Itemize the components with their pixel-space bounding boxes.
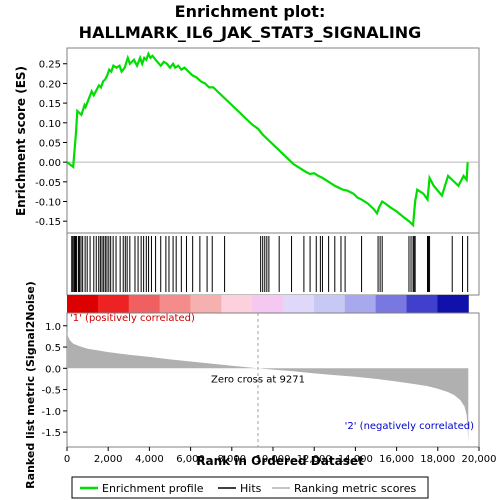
- rank-color-segment: [190, 295, 222, 313]
- metric-y-tick-label: -1.5: [41, 428, 61, 439]
- metric-y-tick-label: 0.5: [45, 343, 61, 354]
- metric-panel: -1.5 -1.0 -0.5 0.0 0.5 1.0 '1' (positively co…: [24, 281, 480, 489]
- metric-y-tick-label: 1.0: [45, 322, 61, 333]
- legend-label-ranking-metric: Ranking metric scores: [294, 482, 416, 495]
- es-y-tick-label: -0.15: [35, 217, 61, 228]
- legend-label-enrichment-profile: Enrichment profile: [102, 482, 204, 495]
- x-tick-label: 20,000: [462, 454, 497, 465]
- enrichment-profile-line: [66, 51, 469, 228]
- x-tick-label: 10,000: [256, 454, 291, 465]
- metric-y-tick-label: 0.0: [45, 364, 61, 375]
- chart-title-line2: HALLMARK_IL6_JAK_STAT3_SIGNALING: [79, 23, 422, 42]
- rank-color-segment: [97, 295, 130, 313]
- rank-color-segment: [406, 295, 438, 313]
- metric-y-tick-label: -1.0: [41, 407, 61, 418]
- hits-panel-frame: [66, 232, 480, 296]
- rank-color-segment: [283, 295, 315, 313]
- es-y-label: Enrichment score (ES): [14, 66, 28, 216]
- metric-y-label: Ranked list metric (Signal2Noise): [24, 281, 37, 489]
- es-y-tick-label: -0.05: [35, 178, 61, 189]
- hit-markers: [71, 236, 469, 292]
- x-tick-label: 18,000: [420, 454, 455, 465]
- x-tick-label: 14,000: [338, 454, 373, 465]
- x-tick-label: 12,000: [297, 454, 332, 465]
- hits-panel: [66, 232, 480, 313]
- es-panel: -0.15-0.10-0.050.000.050.100.150.200.25 …: [14, 47, 480, 234]
- ranking-metric-area: [67, 332, 469, 443]
- rank-color-segment: [437, 295, 469, 313]
- es-panel-frame: [66, 47, 480, 234]
- es-y-tick-label: 0.10: [39, 119, 61, 130]
- es-y-axis: -0.15 -0.10 -0.05 0.00 0.05 0.10 0.15 0.20 0.25: [35, 60, 67, 228]
- rank-color-segment: [67, 295, 99, 313]
- rank-color-segment: [221, 295, 253, 313]
- zero-cross-label: Zero cross at 9271: [211, 374, 305, 385]
- es-y-tick-label: 0.00: [39, 158, 61, 169]
- x-tick-label: 16,000: [379, 454, 414, 465]
- legend-label-hits: Hits: [240, 482, 262, 495]
- negative-correlation-label: '2' (negatively correlated): [345, 421, 474, 432]
- rank-color-segment: [159, 295, 191, 313]
- x-axis: 0 2,000 4,000 6,000 8,000 10,000 12,000 14,000 1…: [64, 447, 497, 465]
- x-tick-label: 4,000: [135, 454, 164, 465]
- es-y-tick-label: 0.15: [39, 99, 61, 110]
- positive-correlation-label: '1' (positively correlated): [70, 313, 195, 324]
- metric-y-tick-label: -0.5: [41, 386, 61, 397]
- x-tick-label: 8,000: [217, 454, 246, 465]
- rank-color-segment: [313, 295, 346, 313]
- x-tick-label: 0: [64, 454, 70, 465]
- legend: Enrichment profile Hits Ranking metric s…: [71, 476, 429, 499]
- x-tick-label: 6,000: [176, 454, 205, 465]
- chart-title-line1: Enrichment plot:: [175, 2, 326, 21]
- es-y-tick-label: 0.25: [39, 60, 61, 71]
- rank-color-segment: [344, 295, 377, 313]
- rank-color-bar: [67, 295, 469, 313]
- legend-frame: [71, 476, 429, 499]
- es-y-tick-label: 0.20: [39, 79, 61, 90]
- x-tick-label: 2,000: [94, 454, 123, 465]
- x-axis-label: Rank in Ordered Dataset: [196, 454, 364, 468]
- rank-color-segment: [375, 295, 408, 313]
- rank-color-segment: [128, 295, 161, 313]
- metric-y-axis: -1.5 -1.0 -0.5 0.0 0.5 1.0: [41, 322, 67, 439]
- es-y-tick-label: 0.05: [39, 138, 61, 149]
- es-y-tick-label: -0.10: [35, 198, 61, 209]
- rank-color-segment: [252, 295, 284, 313]
